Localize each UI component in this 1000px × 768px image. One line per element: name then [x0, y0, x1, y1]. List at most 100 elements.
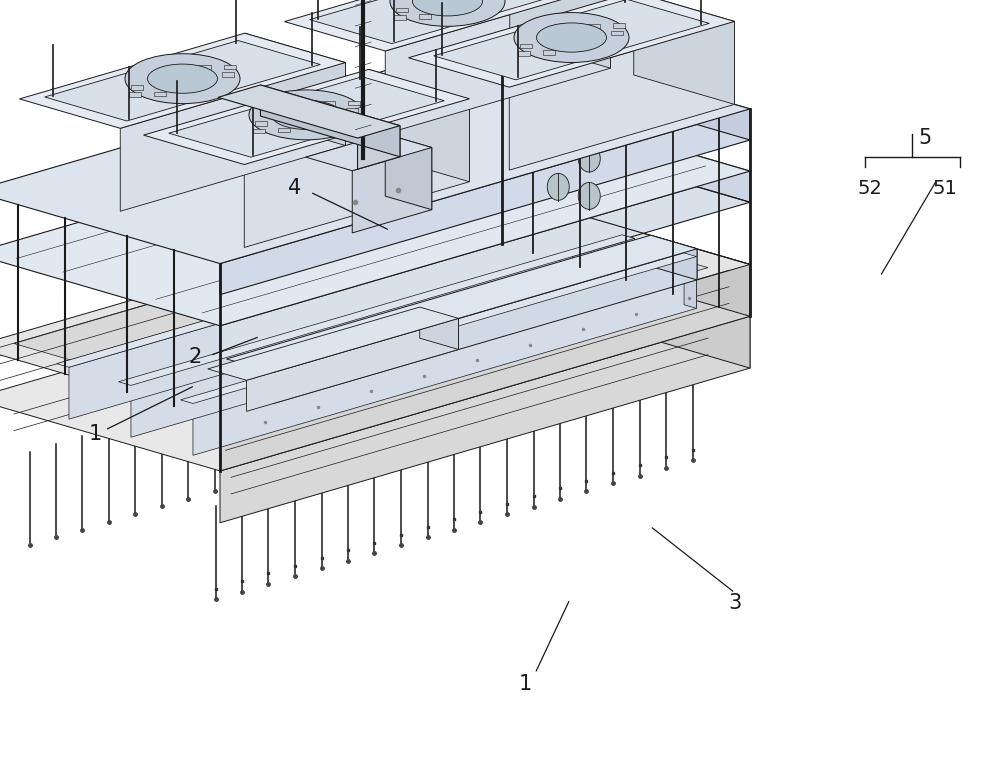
Polygon shape [502, 37, 750, 140]
Polygon shape [129, 92, 141, 97]
Polygon shape [220, 171, 750, 357]
Polygon shape [208, 307, 458, 380]
Polygon shape [224, 65, 236, 69]
Polygon shape [218, 85, 400, 138]
Polygon shape [119, 235, 634, 386]
Polygon shape [273, 249, 697, 404]
Polygon shape [611, 31, 623, 35]
Polygon shape [352, 147, 432, 233]
Ellipse shape [547, 99, 569, 126]
Polygon shape [144, 69, 470, 164]
Ellipse shape [249, 90, 364, 140]
Polygon shape [502, 192, 750, 316]
Polygon shape [284, 110, 296, 114]
Polygon shape [253, 128, 265, 133]
Polygon shape [0, 37, 750, 263]
Polygon shape [199, 65, 211, 70]
Polygon shape [518, 51, 530, 56]
Polygon shape [458, 6, 470, 11]
Polygon shape [19, 33, 346, 128]
Text: 4: 4 [288, 178, 302, 198]
Polygon shape [650, 235, 697, 280]
Polygon shape [245, 33, 346, 145]
Ellipse shape [578, 145, 600, 172]
Polygon shape [181, 253, 696, 403]
Ellipse shape [390, 0, 505, 26]
Polygon shape [227, 235, 697, 372]
Polygon shape [310, 0, 585, 44]
Polygon shape [510, 0, 610, 68]
Polygon shape [385, 134, 432, 210]
Polygon shape [14, 204, 708, 407]
Polygon shape [502, 244, 750, 368]
Ellipse shape [547, 136, 569, 163]
Polygon shape [306, 134, 432, 170]
Ellipse shape [578, 108, 600, 134]
Ellipse shape [578, 71, 600, 98]
Polygon shape [394, 15, 406, 20]
Polygon shape [323, 101, 335, 106]
Polygon shape [220, 316, 750, 523]
Polygon shape [57, 217, 572, 367]
Polygon shape [502, 99, 750, 202]
Ellipse shape [578, 33, 600, 60]
Polygon shape [385, 0, 610, 134]
Polygon shape [588, 24, 600, 28]
Polygon shape [348, 101, 360, 105]
Polygon shape [193, 83, 205, 88]
Polygon shape [560, 217, 572, 272]
Ellipse shape [578, 183, 600, 210]
Polygon shape [549, 32, 561, 37]
Polygon shape [509, 22, 734, 170]
Polygon shape [255, 121, 267, 126]
Text: 5: 5 [918, 128, 932, 148]
Polygon shape [420, 307, 458, 349]
Polygon shape [260, 85, 400, 157]
Polygon shape [425, 0, 437, 1]
Polygon shape [0, 244, 750, 471]
Polygon shape [120, 62, 346, 211]
Polygon shape [45, 41, 320, 121]
Polygon shape [317, 119, 329, 124]
Polygon shape [0, 99, 750, 326]
Ellipse shape [536, 23, 606, 52]
Text: 51: 51 [933, 179, 957, 197]
Polygon shape [622, 235, 634, 290]
Ellipse shape [148, 64, 218, 93]
Ellipse shape [547, 174, 569, 200]
Polygon shape [222, 72, 234, 77]
Polygon shape [369, 69, 470, 182]
Polygon shape [278, 127, 290, 132]
Text: 2: 2 [188, 347, 202, 367]
Polygon shape [543, 51, 555, 55]
Polygon shape [193, 257, 696, 455]
Polygon shape [0, 192, 750, 419]
Polygon shape [220, 264, 750, 471]
Polygon shape [69, 220, 572, 419]
Text: 1: 1 [518, 674, 532, 694]
Ellipse shape [413, 0, 482, 16]
Polygon shape [409, 0, 734, 88]
Ellipse shape [547, 61, 569, 88]
Text: 52: 52 [858, 179, 882, 197]
Polygon shape [434, 0, 709, 80]
Polygon shape [396, 8, 408, 12]
Polygon shape [160, 74, 172, 78]
Polygon shape [419, 15, 431, 19]
Polygon shape [613, 23, 625, 28]
Polygon shape [346, 108, 358, 113]
Polygon shape [154, 91, 166, 96]
Polygon shape [131, 85, 143, 90]
Polygon shape [285, 0, 610, 51]
Polygon shape [131, 238, 634, 437]
Polygon shape [169, 77, 444, 157]
Ellipse shape [514, 12, 629, 62]
Polygon shape [220, 109, 750, 295]
Polygon shape [358, 126, 400, 169]
Polygon shape [582, 42, 594, 47]
Text: 1: 1 [88, 424, 102, 444]
Ellipse shape [125, 54, 240, 104]
Polygon shape [634, 0, 734, 104]
Polygon shape [684, 253, 696, 309]
Polygon shape [244, 99, 470, 247]
